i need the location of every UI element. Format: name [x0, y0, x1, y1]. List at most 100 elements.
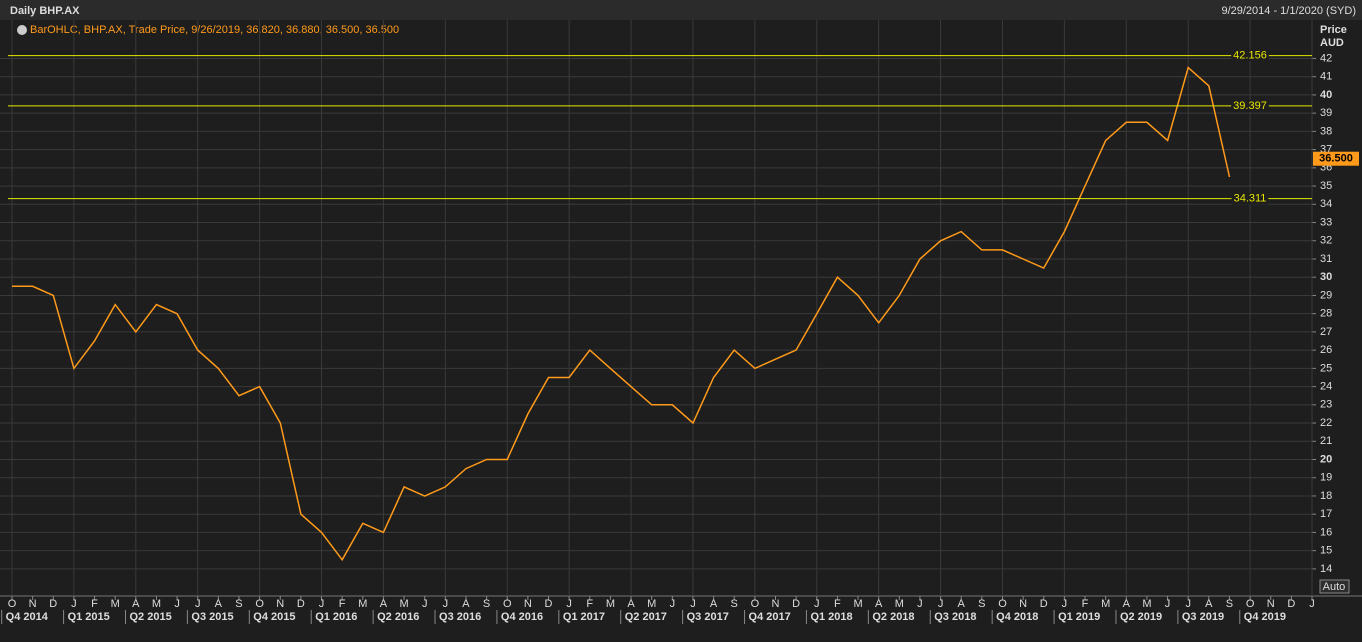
- x-tick-label: M: [606, 598, 615, 610]
- x-tick-label: A: [958, 598, 966, 610]
- x-tick-label: J: [422, 598, 428, 610]
- x-tick-label: N: [1019, 598, 1027, 610]
- x-tick-label: M: [1142, 598, 1151, 610]
- x-tick-label: J: [174, 598, 180, 610]
- quarter-label: Q2 2019: [1120, 611, 1162, 623]
- x-tick-label: A: [710, 598, 718, 610]
- reference-label: 39.397: [1233, 100, 1267, 112]
- y-tick-label: 14: [1320, 563, 1332, 575]
- x-tick-label: O: [8, 598, 17, 610]
- last-price-label: 36.500: [1319, 153, 1353, 165]
- y-unit: AUD: [1320, 37, 1344, 49]
- y-tick-label: 41: [1320, 71, 1332, 83]
- x-tick-label: O: [1246, 598, 1255, 610]
- x-tick-label: M: [111, 598, 120, 610]
- x-tick-label: A: [380, 598, 388, 610]
- x-tick-label: M: [1101, 598, 1110, 610]
- x-tick-label: S: [483, 598, 490, 610]
- x-tick-label: D: [1287, 598, 1295, 610]
- auto-button[interactable]: [1319, 579, 1350, 594]
- y-tick-label: 26: [1320, 344, 1332, 356]
- date-range: 9/29/2014 - 1/1/2020 (SYD): [1221, 5, 1356, 17]
- y-tick-label: 32: [1320, 235, 1332, 247]
- y-tick-label: 29: [1320, 289, 1332, 301]
- y-tick-label: 30: [1320, 271, 1332, 283]
- reference-label: 34.311: [1234, 193, 1267, 205]
- x-tick-label: A: [1123, 598, 1131, 610]
- x-tick-label: J: [917, 598, 923, 610]
- chart-title: Daily BHP.AX: [10, 5, 80, 17]
- x-tick-label: J: [71, 598, 77, 610]
- x-tick-label: N: [29, 598, 37, 610]
- y-tick-label: 25: [1320, 362, 1332, 374]
- x-tick-label: M: [358, 598, 367, 610]
- quarter-label: Q4 2016: [501, 611, 543, 623]
- y-tick-label: 40: [1320, 89, 1332, 101]
- y-tick-label: 23: [1320, 399, 1332, 411]
- x-tick-label: D: [792, 598, 800, 610]
- x-tick-label: F: [339, 598, 346, 610]
- x-tick-label: D: [545, 598, 553, 610]
- x-tick-label: J: [1062, 598, 1068, 610]
- quarter-label: Q2 2017: [625, 611, 667, 623]
- x-tick-label: J: [566, 598, 572, 610]
- quarter-label: Q1 2015: [68, 611, 110, 623]
- y-tick-label: 38: [1320, 125, 1332, 137]
- x-tick-label: J: [938, 598, 944, 610]
- x-tick-label: A: [875, 598, 883, 610]
- quarter-label: Q4 2017: [749, 611, 791, 623]
- quarter-label: Q2 2015: [129, 611, 171, 623]
- y-tick-label: 17: [1320, 508, 1332, 520]
- reference-label-bg: [1231, 99, 1269, 112]
- x-tick-label: M: [853, 598, 862, 610]
- reference-label-bg: [1231, 49, 1269, 62]
- legend-text: BarOHLC, BHP.AX, Trade Price, 9/26/2019,…: [30, 24, 399, 36]
- quarter-label: Q3 2017: [687, 611, 729, 623]
- x-tick-label: M: [399, 598, 408, 610]
- quarter-label: Q2 2016: [377, 611, 419, 623]
- price-line: [12, 66, 1231, 562]
- y-tick-label: 24: [1320, 380, 1332, 392]
- x-tick-label: J: [195, 598, 201, 610]
- quarter-label: Q3 2015: [191, 611, 233, 623]
- last-price-box: [1313, 151, 1359, 166]
- y-tick-label: 35: [1320, 180, 1332, 192]
- reference-label-bg: [1231, 192, 1269, 205]
- x-tick-label: O: [255, 598, 264, 610]
- legend-icon[interactable]: [17, 25, 27, 35]
- x-tick-label: M: [647, 598, 656, 610]
- x-tick-label: S: [1226, 598, 1233, 610]
- x-tick-label: S: [235, 598, 242, 610]
- quarter-label: Q1 2018: [810, 611, 852, 623]
- x-tick-label: N: [524, 598, 532, 610]
- header-bar: [0, 0, 1362, 20]
- x-tick-label: J: [690, 598, 696, 610]
- reference-label: 42.156: [1233, 50, 1267, 62]
- y-tick-label: 39: [1320, 107, 1332, 119]
- quarter-label: Q2 2018: [872, 611, 914, 623]
- quarter-label: Q4 2015: [253, 611, 295, 623]
- quarter-label: Q4 2018: [996, 611, 1038, 623]
- x-tick-label: J: [319, 598, 325, 610]
- x-tick-label: S: [978, 598, 985, 610]
- y-tick-label: 42: [1320, 52, 1332, 64]
- quarter-label: Q4 2019: [1244, 611, 1286, 623]
- y-tick-label: 27: [1320, 326, 1332, 338]
- y-tick-label: 15: [1320, 545, 1332, 557]
- y-tick-label: 18: [1320, 490, 1332, 502]
- auto-label[interactable]: Auto: [1323, 581, 1346, 593]
- y-tick-label: 31: [1320, 253, 1332, 265]
- y-tick-label: 16: [1320, 526, 1332, 538]
- x-tick-label: A: [462, 598, 470, 610]
- x-tick-label: D: [1040, 598, 1048, 610]
- x-tick-label: N: [276, 598, 284, 610]
- x-tick-label: J: [670, 598, 676, 610]
- y-tick-label: 22: [1320, 417, 1332, 429]
- x-tick-label: J: [814, 598, 820, 610]
- x-tick-label: A: [627, 598, 635, 610]
- x-tick-label: A: [1205, 598, 1213, 610]
- quarter-label: Q4 2014: [6, 611, 49, 623]
